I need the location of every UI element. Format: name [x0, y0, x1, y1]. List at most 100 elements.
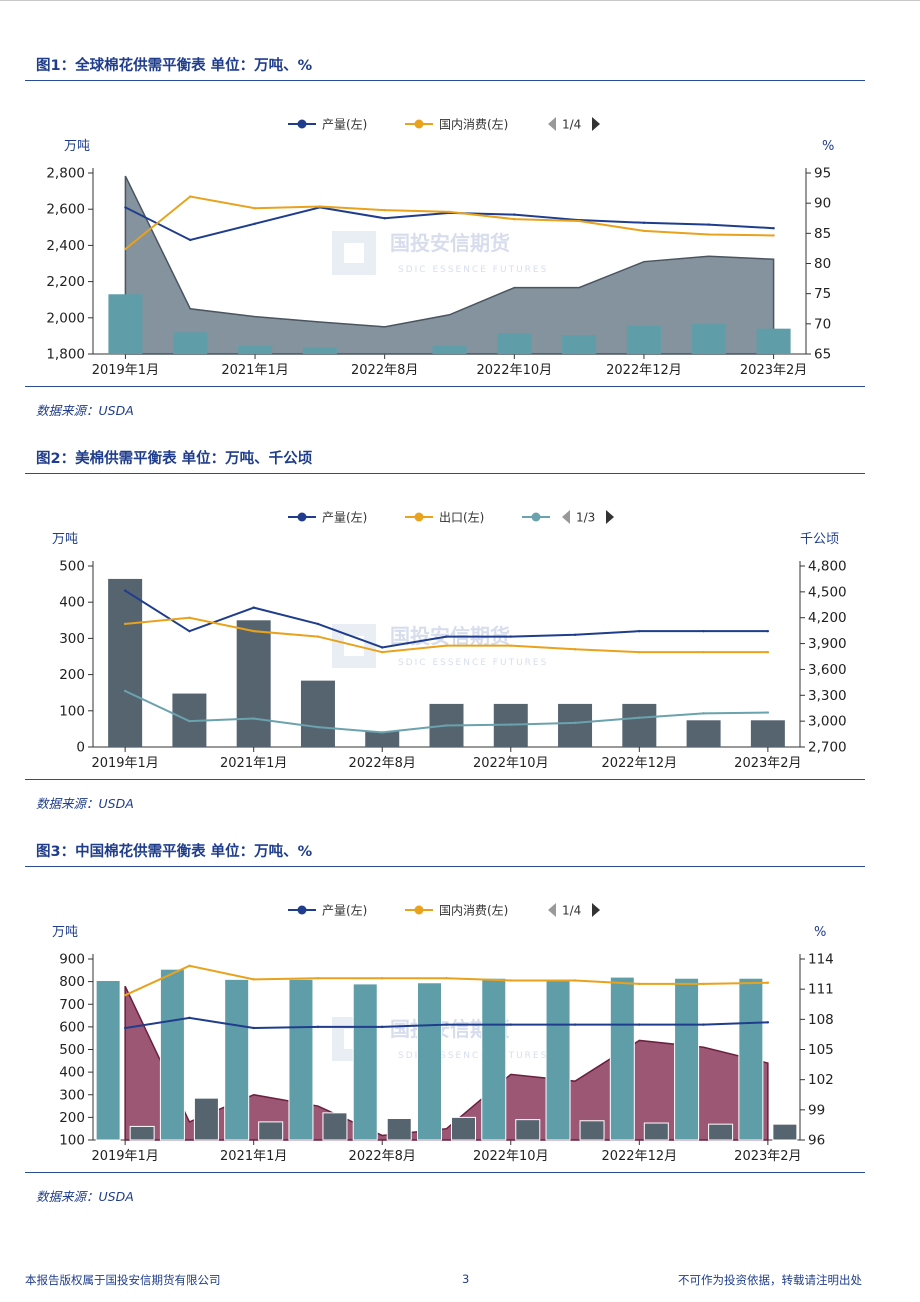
series-3: [108, 294, 791, 354]
left-axis-unit: 万吨: [64, 139, 90, 154]
line-point: [766, 981, 770, 984]
x-tick-label: 2021年1月: [220, 1149, 287, 1164]
line-point: [448, 210, 451, 214]
line-point: [252, 717, 255, 720]
line-point: [123, 1026, 127, 1030]
x-tick-label: 2019年1月: [92, 363, 159, 378]
right-tick-label: 4,500: [808, 584, 847, 600]
watermark-text-en: SDIC ESSENCE FUTURES: [398, 1051, 548, 1061]
footer-page-number: 3: [462, 1272, 470, 1286]
left-tick-label: 600: [59, 1019, 85, 1035]
line-point: [252, 606, 255, 609]
line-point: [513, 213, 516, 216]
legend-item[interactable]: 产量(左): [288, 510, 367, 525]
bar-mark: [515, 1119, 541, 1141]
line-point: [383, 217, 386, 220]
left-tick-label: 900: [59, 952, 85, 968]
left-tick-label: 500: [59, 1042, 85, 1058]
source-note: 数据来源：USDA: [36, 796, 134, 811]
x-tick-label: 2019年1月: [91, 1149, 158, 1164]
legend-item[interactable]: 产量(左): [288, 117, 367, 132]
watermark-text: 国投安信期货: [390, 231, 510, 255]
right-tick-label: 70: [814, 316, 831, 332]
line-point: [702, 1023, 705, 1026]
x-tick-label: 2022年8月: [349, 756, 416, 771]
x-tick-label: 2023年2月: [740, 363, 807, 378]
left-tick-label: 1,800: [46, 347, 85, 363]
pager-prev-icon[interactable]: [562, 510, 570, 524]
line-point: [252, 629, 255, 633]
left-tick-label: 400: [59, 1065, 85, 1081]
line-point: [445, 635, 448, 638]
left-tick-label: 100: [59, 1133, 85, 1149]
line-point: [772, 227, 775, 230]
line-point: [124, 206, 127, 209]
bar-mark: [193, 1097, 219, 1141]
legend-marker: [531, 512, 541, 522]
title-rule: [25, 866, 865, 867]
bar-mark: [609, 976, 635, 1141]
line-point: [124, 247, 127, 251]
line-point: [318, 205, 322, 208]
line-point: [638, 650, 641, 654]
line-point: [766, 629, 770, 633]
legend-marker: [414, 905, 424, 915]
bottom-rule: [25, 779, 865, 780]
pager-label: 1/4: [562, 904, 581, 918]
bar-mark: [626, 325, 661, 354]
pager-next-icon[interactable]: [592, 117, 600, 131]
line-point: [573, 633, 577, 636]
series-2: [124, 175, 775, 355]
legend-item[interactable]: 国内消费(左): [405, 117, 508, 132]
line-point: [702, 629, 705, 633]
bar-mark: [258, 1121, 284, 1141]
line-point: [573, 648, 577, 651]
pager-prev-icon[interactable]: [548, 903, 556, 917]
legend-item[interactable]: [522, 512, 550, 522]
left-tick-label: 2,200: [46, 274, 85, 290]
legend-item[interactable]: 出口(左): [405, 510, 484, 525]
legend-item[interactable]: 产量(左): [288, 903, 367, 918]
legend-item[interactable]: 国内消费(左): [405, 903, 508, 918]
bar-mark: [558, 703, 593, 747]
bar-mark: [159, 968, 185, 1141]
bar-mark: [129, 1125, 155, 1141]
line-point: [316, 725, 320, 729]
bar-mark: [750, 720, 785, 747]
line-point: [513, 217, 516, 221]
line-point: [702, 982, 705, 986]
right-tick-label: 102: [808, 1072, 834, 1088]
watermark-logo: [332, 231, 376, 275]
line-point: [188, 719, 191, 723]
right-axis-unit: %: [814, 925, 826, 940]
series-2: [123, 616, 770, 654]
bar-mark: [481, 977, 507, 1141]
left-tick-label: 2,600: [46, 202, 85, 218]
right-tick-label: 96: [808, 1133, 825, 1149]
right-tick-label: 108: [808, 1012, 834, 1028]
x-tick-label: 2022年8月: [351, 363, 418, 378]
legend-label: 产量(左): [322, 117, 367, 132]
bar-mark: [108, 578, 143, 747]
bar-mark: [322, 1112, 348, 1141]
right-tick-label: 2,700: [808, 740, 847, 756]
legend-marker: [297, 905, 307, 915]
line-point: [123, 994, 127, 997]
line-point: [707, 223, 710, 226]
bar-mark: [417, 982, 442, 1141]
series-2: [129, 1097, 798, 1141]
bar-mark: [386, 1118, 412, 1141]
left-tick-label: 0: [76, 740, 85, 756]
pager-label: 1/4: [562, 118, 581, 132]
pager-next-icon[interactable]: [592, 903, 600, 917]
series-4: [123, 964, 770, 997]
x-tick-label: 2019年1月: [91, 756, 158, 771]
line-point: [316, 1025, 320, 1029]
legend-label: 出口(左): [439, 510, 484, 525]
chart-global-cotton: 国投安信期货 SDIC ESSENCE FUTURES 产量(左) 国内消费(左) 1/…: [46, 117, 834, 379]
series-1: [124, 195, 775, 251]
left-tick-label: 700: [59, 997, 85, 1013]
pager-prev-icon[interactable]: [548, 117, 556, 131]
line-point: [766, 1021, 770, 1024]
pager-next-icon[interactable]: [606, 510, 614, 524]
